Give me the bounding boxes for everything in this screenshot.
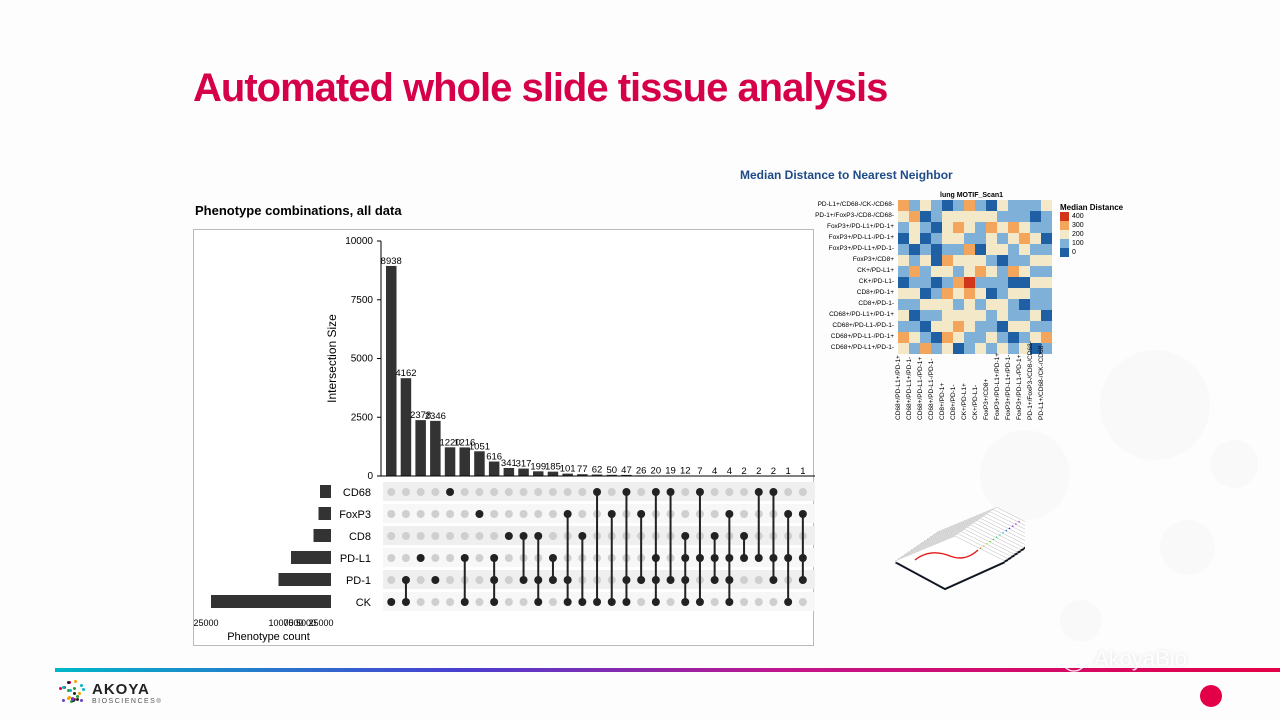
svg-text:77: 77: [577, 464, 588, 475]
page-title: Automated whole slide tissue analysis: [193, 66, 887, 111]
svg-text:20: 20: [651, 466, 662, 477]
svg-text:7: 7: [697, 466, 702, 477]
svg-text:4: 4: [712, 466, 717, 477]
svg-text:2: 2: [741, 466, 746, 477]
svg-text:7500: 7500: [351, 295, 374, 306]
svg-text:25000: 25000: [194, 618, 219, 628]
svg-text:Intersection Size: Intersection Size: [325, 314, 339, 403]
svg-text:185: 185: [545, 462, 561, 473]
svg-text:1: 1: [800, 466, 805, 477]
svg-text:CK: CK: [356, 597, 372, 609]
svg-text:341: 341: [501, 458, 517, 469]
svg-text:2500: 2500: [351, 412, 374, 423]
svg-text:2500: 2500: [308, 618, 328, 628]
svg-text:5000: 5000: [351, 354, 374, 365]
akoya-logo: AKOYABIOSCIENCES®: [58, 680, 162, 706]
watermark: AkoyaBio: [1060, 645, 1187, 673]
heatmap-legend: Median Distance4003002001000: [1060, 203, 1123, 257]
svg-text:10000: 10000: [345, 236, 373, 247]
svg-text:FoxP3: FoxP3: [339, 509, 371, 521]
svg-text:47: 47: [621, 465, 632, 476]
heatmap-subtitle: lung MOTIF_Scan1: [940, 192, 1003, 199]
svg-text:0: 0: [328, 618, 333, 628]
svg-text:PD-1: PD-1: [346, 575, 371, 587]
svg-text:616: 616: [486, 452, 502, 463]
svg-text:1: 1: [786, 466, 791, 477]
svg-text:CD68: CD68: [343, 487, 371, 499]
svg-text:50: 50: [606, 465, 617, 476]
svg-text:2: 2: [756, 466, 761, 477]
image-stack-graphic: [875, 468, 1025, 608]
svg-text:2: 2: [771, 466, 776, 477]
svg-text:8938: 8938: [381, 256, 402, 267]
svg-text:CD8: CD8: [349, 531, 371, 543]
svg-text:26: 26: [636, 465, 647, 476]
svg-text:317: 317: [516, 459, 532, 470]
accent-dot: [1200, 685, 1222, 707]
svg-text:PD-L1: PD-L1: [340, 553, 371, 565]
svg-text:Phenotype count: Phenotype count: [227, 631, 310, 643]
svg-text:0: 0: [367, 471, 373, 482]
upset-chart-title: Phenotype combinations, all data: [195, 203, 402, 218]
svg-text:4: 4: [727, 466, 732, 477]
svg-text:2346: 2346: [425, 411, 446, 422]
svg-text:199: 199: [530, 461, 546, 472]
watermark-text: AkoyaBio: [1094, 646, 1187, 672]
svg-text:19: 19: [665, 466, 676, 477]
heatmap-title: Median Distance to Nearest Neighbor: [740, 168, 953, 182]
svg-text:4162: 4162: [395, 368, 416, 379]
svg-text:62: 62: [592, 465, 603, 476]
upset-chart: 025005000750010000Intersection Size89384…: [193, 229, 814, 646]
svg-text:101: 101: [560, 464, 576, 475]
svg-text:12: 12: [680, 466, 691, 477]
